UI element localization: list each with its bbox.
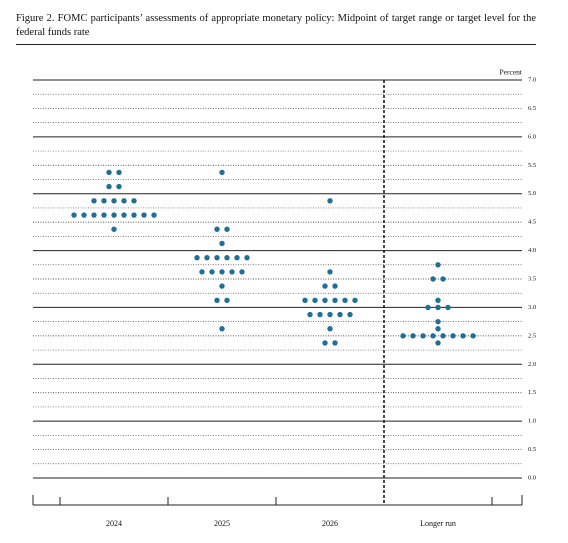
- y-tick-label: 2.0: [528, 361, 536, 368]
- y-tick-label: 5.0: [528, 190, 536, 197]
- y-tick-label: 1.5: [528, 389, 536, 396]
- y-tick-label: 4.0: [528, 247, 536, 254]
- dot: [332, 297, 338, 304]
- dot: [470, 333, 476, 339]
- dot: [81, 212, 87, 218]
- dot: [435, 340, 441, 346]
- dot: [244, 254, 250, 261]
- chart-title: Figure 2. FOMC participants’ assessments…: [16, 13, 536, 38]
- dot: [322, 283, 328, 289]
- dot: [209, 269, 215, 275]
- dot: [332, 340, 338, 346]
- x-tick-label: 2026: [322, 519, 338, 528]
- dot: [430, 276, 436, 282]
- dot: [322, 340, 328, 346]
- dot: [214, 297, 220, 304]
- dot: [445, 304, 451, 311]
- dot: [111, 226, 117, 232]
- dot: [435, 318, 441, 325]
- y-tick-label: 0.0: [528, 474, 536, 481]
- dot: [307, 311, 313, 318]
- dot: [337, 311, 343, 318]
- dot: [219, 169, 225, 176]
- dot: [116, 169, 122, 176]
- dot: [322, 297, 328, 304]
- dot: [204, 254, 210, 261]
- title-rule: [16, 44, 536, 45]
- dot: [121, 198, 127, 204]
- dot: [91, 212, 97, 218]
- dot: [224, 297, 230, 304]
- dot: [219, 269, 225, 275]
- dot: [317, 311, 323, 318]
- y-tick-label: 5.5: [528, 162, 536, 169]
- dot: [239, 269, 245, 275]
- y-tick-label: 7.0: [528, 76, 536, 83]
- dot: [131, 198, 137, 204]
- dot: [435, 304, 441, 311]
- dot: [352, 297, 358, 304]
- dot: [194, 254, 200, 261]
- dot: [141, 212, 147, 218]
- dot: [327, 198, 333, 204]
- dot: [199, 269, 205, 275]
- dot: [327, 311, 333, 318]
- dot: [302, 297, 308, 304]
- dot: [229, 269, 235, 275]
- dot: [214, 254, 220, 261]
- dot: [214, 226, 220, 232]
- y-tick-label: 1.0: [528, 418, 536, 425]
- x-tick-label: 2024: [106, 519, 122, 528]
- dot: [332, 283, 338, 289]
- y-axis-label: Percent: [500, 68, 523, 77]
- y-tick-label: 3.5: [528, 275, 536, 282]
- y-tick-label: 2.5: [528, 332, 536, 339]
- y-tick-label: 6.0: [528, 133, 536, 140]
- dot: [224, 254, 230, 261]
- dot: [327, 326, 333, 332]
- dot: [219, 283, 225, 289]
- dot: [111, 198, 117, 204]
- dot: [400, 333, 406, 339]
- dot: [435, 262, 441, 268]
- dot: [224, 226, 230, 232]
- dot: [450, 333, 456, 339]
- dot: [219, 326, 225, 332]
- y-tick-label: 3.0: [528, 304, 536, 311]
- dot: [219, 240, 225, 247]
- dot: [101, 212, 107, 218]
- dot: [440, 333, 446, 339]
- dot: [106, 169, 112, 176]
- dot: [234, 254, 240, 261]
- y-tick-label: 6.5: [528, 105, 536, 112]
- dot: [121, 212, 127, 218]
- dot: [106, 183, 112, 190]
- dot: [460, 333, 466, 339]
- dot: [327, 269, 333, 275]
- dot: [347, 311, 353, 318]
- dot: [425, 304, 431, 311]
- dot: [435, 326, 441, 332]
- dot: [151, 212, 157, 218]
- y-tick-label: 0.5: [528, 446, 536, 453]
- dot: [420, 333, 426, 339]
- dot: [440, 276, 446, 282]
- y-tick-label: 4.5: [528, 219, 536, 226]
- dot: [131, 212, 137, 218]
- dot: [101, 198, 107, 204]
- dot: [91, 198, 97, 204]
- dot: [435, 297, 441, 304]
- dot: [111, 212, 117, 218]
- dot: [410, 333, 416, 339]
- dot: [71, 212, 77, 218]
- x-tick-label: Longer run: [420, 519, 456, 528]
- x-tick-label: 2025: [214, 519, 230, 528]
- dot: [430, 333, 436, 339]
- dot: [342, 297, 348, 304]
- dot: [116, 183, 122, 190]
- dot: [312, 297, 318, 304]
